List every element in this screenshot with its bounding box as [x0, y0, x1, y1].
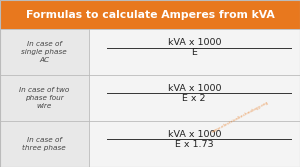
- Text: www.electricaltechnology.org: www.electricaltechnology.org: [211, 100, 269, 134]
- Text: In case of
single phase
AC: In case of single phase AC: [21, 41, 67, 63]
- Text: E x 2: E x 2: [182, 94, 206, 103]
- Bar: [0, 121, 88, 167]
- Text: kVA x 1000: kVA x 1000: [167, 84, 221, 93]
- Bar: [88, 29, 300, 75]
- Text: Formulas to calculate Amperes from kVA: Formulas to calculate Amperes from kVA: [26, 10, 275, 20]
- Text: E x 1.73: E x 1.73: [175, 140, 214, 149]
- Bar: [0, 29, 88, 75]
- Text: kVA x 1000: kVA x 1000: [167, 130, 221, 138]
- Bar: [0, 75, 88, 121]
- Bar: [0, 0, 300, 29]
- Text: kVA x 1000: kVA x 1000: [167, 38, 221, 47]
- Text: E: E: [191, 48, 197, 57]
- Text: In case of
three phase: In case of three phase: [22, 137, 66, 151]
- Bar: [88, 75, 300, 121]
- Bar: [88, 121, 300, 167]
- Text: In case of two
phase four
wire: In case of two phase four wire: [19, 87, 69, 109]
